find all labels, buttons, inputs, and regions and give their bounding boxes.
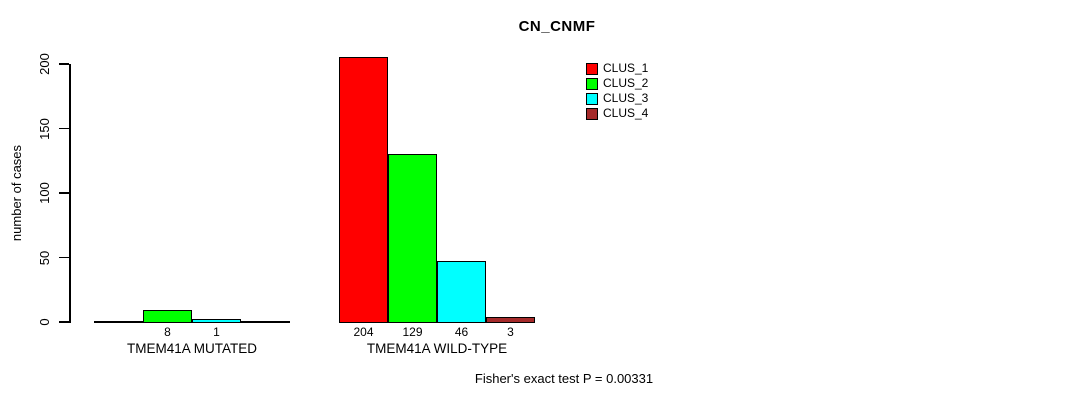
bar-clus_2 — [143, 310, 192, 324]
bar-clus_3 — [192, 319, 241, 324]
legend-label: CLUS_3 — [603, 91, 649, 105]
bar-clus_4 — [486, 316, 535, 324]
bar-value-label: 8 — [164, 325, 171, 339]
legend-swatch-icon — [586, 62, 598, 75]
legend: CLUS_1 CLUS_2 CLUS_3 CLUS_4 — [586, 61, 648, 121]
y-axis-title: number of cases — [9, 144, 24, 242]
legend-row: CLUS_3 — [586, 91, 648, 106]
group-label: TMEM41A MUTATED — [126, 341, 258, 356]
y-tick-label: 100 — [37, 182, 52, 204]
bar-value-label: 204 — [353, 325, 374, 339]
bar-clus_1 — [339, 57, 388, 324]
y-tick-mark — [59, 192, 69, 194]
legend-label: CLUS_2 — [603, 76, 649, 90]
y-tick-label: 0 — [37, 318, 52, 326]
bar-clus_2 — [388, 154, 437, 324]
legend-label: CLUS_4 — [603, 106, 649, 120]
legend-row: CLUS_2 — [586, 76, 648, 91]
bar-value-label: 129 — [402, 325, 423, 339]
bar-value-label: 3 — [507, 325, 514, 339]
chart-title: CN_CNMF — [518, 18, 596, 35]
legend-label: CLUS_1 — [603, 61, 649, 75]
legend-row: CLUS_4 — [586, 106, 648, 121]
group-label: TMEM41A WILD-TYPE — [366, 341, 508, 356]
bar-clus_3 — [437, 261, 486, 324]
bar-value-label: 1 — [213, 325, 220, 339]
y-tick-label: 150 — [37, 117, 52, 140]
y-tick-mark — [59, 256, 69, 259]
legend-swatch-icon — [586, 77, 598, 90]
legend-swatch-icon — [586, 107, 598, 120]
y-tick-mark — [59, 63, 69, 65]
y-tick-mark — [59, 321, 69, 323]
y-axis-line — [69, 64, 71, 323]
fisher-test-footnote: Fisher's exact test P = 0.00331 — [474, 371, 654, 386]
y-tick-label: 50 — [37, 250, 52, 265]
y-tick-label: 200 — [37, 53, 52, 75]
legend-row: CLUS_1 — [586, 61, 648, 76]
legend-swatch-icon — [586, 92, 598, 105]
bar-value-label: 46 — [454, 325, 469, 339]
y-tick-mark — [59, 127, 69, 130]
